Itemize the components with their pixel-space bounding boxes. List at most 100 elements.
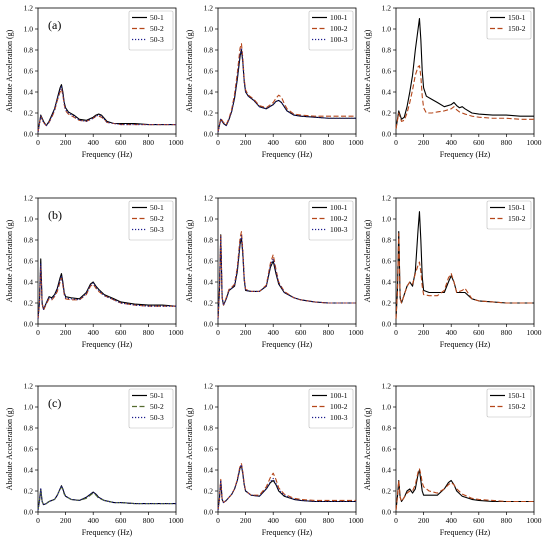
y-axis-label: Absolute Acceleration (g)	[5, 29, 14, 112]
x-tick-label: 200	[418, 516, 430, 525]
y-tick-label: 0.8	[204, 236, 214, 245]
y-tick-label: 0.8	[382, 424, 392, 433]
x-tick-label: 200	[418, 138, 430, 147]
series-line	[37, 265, 176, 319]
y-tick-label: 1.2	[204, 194, 214, 203]
x-tick-label: 0	[394, 328, 398, 337]
x-tick-label: 0	[394, 516, 398, 525]
x-axis-label: Frequency (Hz)	[82, 528, 133, 537]
x-tick-label: 1000	[349, 328, 364, 337]
legend-label: 100-2	[330, 402, 348, 411]
y-tick-label: 0.2	[204, 487, 214, 496]
legend-label: 150-1	[508, 391, 526, 400]
y-tick-label: 1.2	[204, 4, 214, 13]
x-tick-label: 0	[36, 138, 40, 147]
y-tick-label: 0.6	[24, 445, 34, 454]
y-tick-label: 1.0	[24, 403, 34, 412]
y-tick-label: 0.6	[204, 445, 214, 454]
legend-box	[128, 200, 174, 241]
x-tick-label: 400	[268, 138, 280, 147]
y-tick-label: 1.0	[204, 403, 214, 412]
x-tick-label: 1000	[527, 328, 542, 337]
series-line	[37, 485, 176, 510]
y-tick-label: 0.4	[204, 278, 214, 287]
legend-label: 100-2	[330, 214, 348, 223]
x-tick-label: 800	[323, 516, 335, 525]
y-tick-label: 0.4	[382, 88, 392, 97]
y-tick-label: 1.0	[24, 25, 34, 34]
x-axis-label: Frequency (Hz)	[82, 340, 133, 349]
x-tick-label: 200	[60, 516, 72, 525]
y-tick-label: 0.8	[382, 46, 392, 55]
x-tick-label: 0	[394, 138, 398, 147]
y-tick-label: 0.4	[204, 88, 214, 97]
series-line	[217, 235, 356, 319]
chart-panel: 0 200 400 600 800 1000 0.0 0.2 0.4 0.6 0.8 1.0 1.2 Fr…	[363, 194, 542, 349]
y-tick-label: 0.2	[382, 299, 392, 308]
series-line	[217, 43, 356, 133]
series-line	[395, 17, 534, 129]
series-line	[37, 262, 176, 319]
x-axis-label: Frequency (Hz)	[440, 150, 491, 159]
series-line	[217, 231, 356, 319]
x-tick-label: 800	[143, 138, 155, 147]
y-tick-label: 0.6	[204, 257, 214, 266]
x-tick-label: 1000	[169, 328, 184, 337]
y-tick-label: 0.6	[24, 257, 34, 266]
series-line	[217, 463, 356, 510]
y-tick-label: 0.4	[382, 466, 392, 475]
x-tick-label: 200	[60, 328, 72, 337]
x-tick-label: 0	[36, 328, 40, 337]
legend-label: 50-1	[150, 203, 164, 212]
y-tick-label: 0.2	[204, 299, 214, 308]
x-tick-label: 400	[268, 516, 280, 525]
x-tick-label: 1000	[527, 138, 542, 147]
x-tick-label: 400	[446, 138, 458, 147]
chart-panel: 0 200 400 600 800 1000 0.0 0.2 0.4 0.6 0.8 1.0 1.2 Fr…	[5, 194, 184, 349]
panel-label: (c)	[48, 396, 61, 410]
x-tick-label: 400	[446, 328, 458, 337]
x-axis-label: Frequency (Hz)	[440, 340, 491, 349]
x-tick-label: 200	[418, 328, 430, 337]
x-tick-label: 400	[88, 138, 100, 147]
legend-label: 150-2	[508, 214, 526, 223]
x-tick-label: 0	[36, 516, 40, 525]
x-tick-label: 600	[115, 138, 127, 147]
x-axis-label: Frequency (Hz)	[262, 340, 313, 349]
legend-label: 50-2	[150, 24, 164, 33]
x-axis-label: Frequency (Hz)	[440, 528, 491, 537]
y-tick-label: 0.8	[204, 46, 214, 55]
x-tick-label: 400	[88, 516, 100, 525]
legend-label: 50-3	[150, 35, 164, 44]
y-tick-label: 0.0	[382, 320, 392, 329]
x-tick-label: 800	[501, 516, 513, 525]
x-tick-label: 0	[216, 138, 220, 147]
y-tick-label: 0.8	[382, 236, 392, 245]
x-tick-label: 600	[295, 516, 307, 525]
legend-label: 100-2	[330, 24, 348, 33]
x-tick-label: 600	[473, 516, 485, 525]
x-tick-label: 1000	[349, 516, 364, 525]
x-tick-label: 200	[60, 138, 72, 147]
legend-box	[128, 388, 174, 429]
legend-label: 100-3	[330, 225, 348, 234]
y-tick-label: 1.2	[382, 382, 392, 391]
legend-label: 150-2	[508, 402, 526, 411]
x-tick-label: 400	[268, 328, 280, 337]
series-line	[37, 258, 177, 319]
y-tick-label: 1.2	[24, 4, 34, 13]
legend-label: 50-1	[150, 13, 164, 22]
panel-label: (a)	[48, 18, 61, 32]
series-line	[395, 233, 534, 319]
y-tick-label: 0.2	[24, 299, 34, 308]
y-tick-label: 0.0	[204, 320, 214, 329]
y-tick-label: 0.0	[24, 320, 34, 329]
legend-box	[308, 388, 354, 429]
chart-panel: 0 200 400 600 800 1000 0.0 0.2 0.4 0.6 0.8 1.0 1.2 Fr…	[185, 194, 364, 349]
y-tick-label: 0.0	[382, 130, 392, 139]
y-tick-label: 1.2	[24, 382, 34, 391]
legend-label: 100-3	[330, 35, 348, 44]
legend-label: 150-1	[508, 13, 526, 22]
chart-panel: 0 200 400 600 800 1000 0.0 0.2 0.4 0.6 0.8 1.0 1.2 Fr…	[363, 4, 542, 159]
y-axis-label: Absolute Acceleration (g)	[363, 219, 372, 302]
